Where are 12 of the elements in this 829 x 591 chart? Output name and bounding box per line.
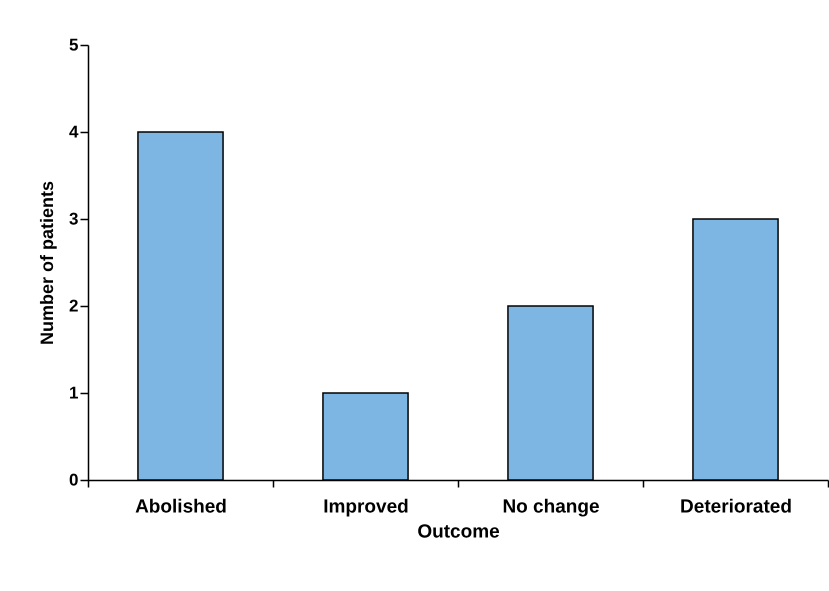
x-tick-label: Deteriorated — [680, 496, 792, 518]
x-tick-label: Improved — [323, 496, 409, 518]
x-tick-label: No change — [502, 496, 600, 518]
y-tick-label: 2 — [69, 296, 78, 316]
y-tick-label: 3 — [69, 210, 78, 228]
y-tick-label: 0 — [69, 470, 78, 490]
y-tick-label: 4 — [69, 122, 80, 142]
y-tick-label: 5 — [69, 36, 78, 54]
x-axis-title: Outcome — [417, 522, 500, 542]
y-axis-title: Number of patients — [37, 180, 58, 346]
y-tick-label: 1 — [69, 384, 78, 402]
x-tick-label: Abolished — [135, 496, 227, 518]
